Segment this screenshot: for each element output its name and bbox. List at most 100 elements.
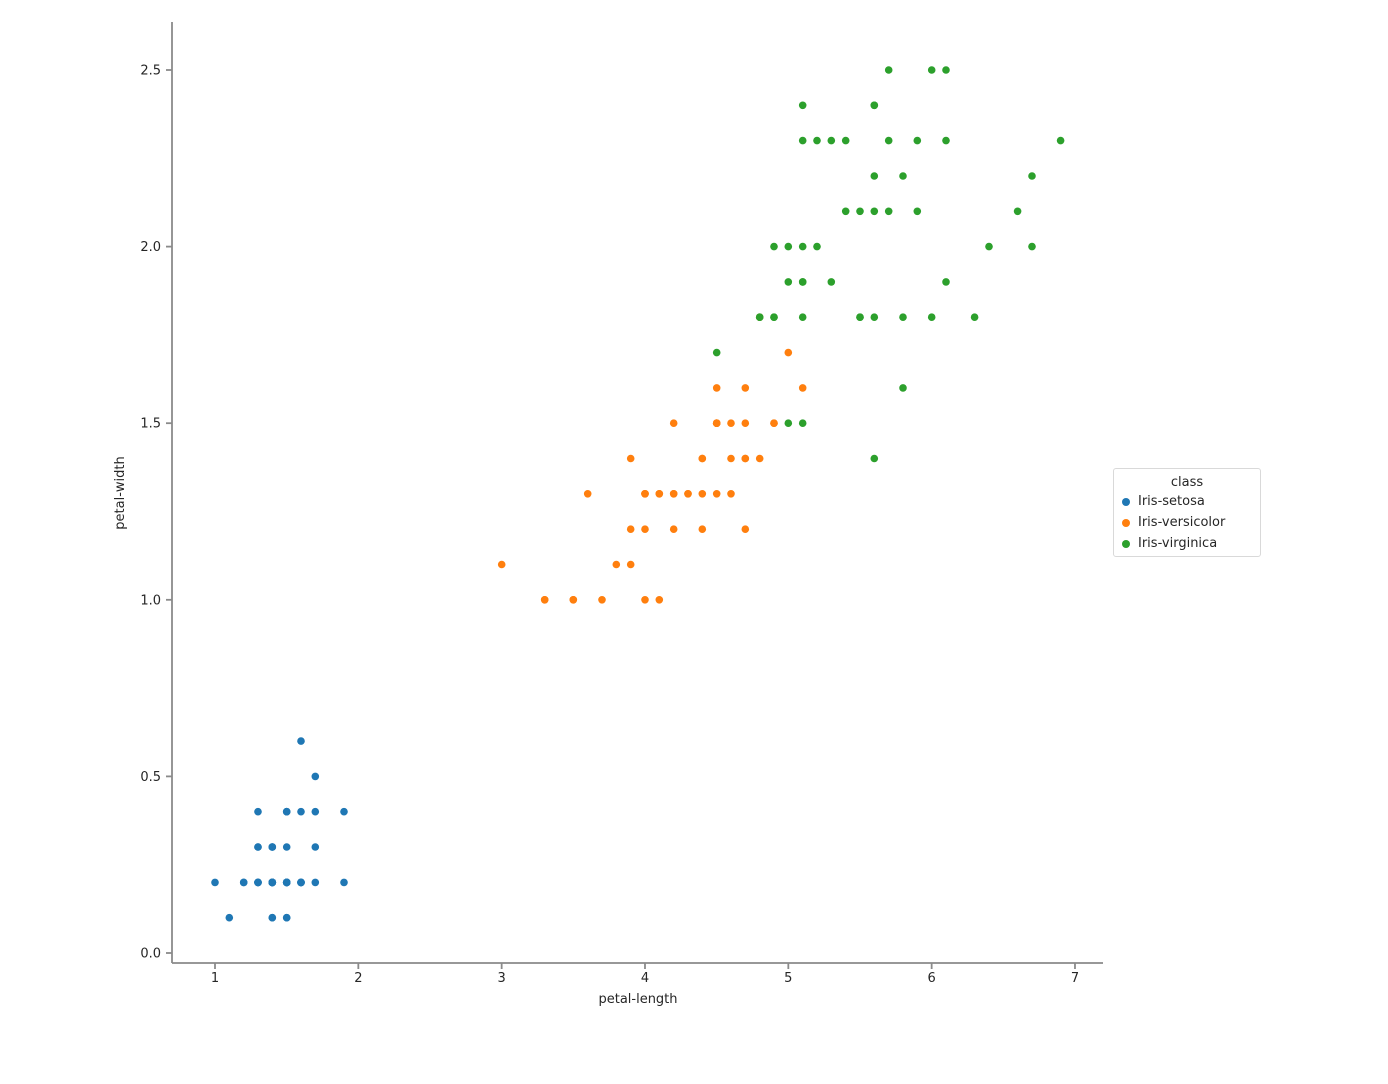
data-point-iris-versicolor [698,454,707,463]
y-tick-label: 1.0 [140,593,161,608]
data-point-iris-versicolor [641,596,649,604]
data-point-iris-virginica [942,66,950,74]
data-point-iris-versicolor [669,525,678,533]
data-point-iris-versicolor [712,490,721,498]
data-point-iris-setosa [311,843,320,851]
data-point-iris-virginica [784,278,793,286]
y-tick-label: 0.0 [140,947,161,962]
x-tick-label: 6 [928,971,936,986]
data-point-iris-virginica [970,313,979,322]
legend-item-iris-setosa: Iris-setosa [1114,491,1260,512]
data-point-iris-setosa [239,878,248,887]
data-point-iris-setosa [311,878,320,887]
y-tick-label: 2.0 [140,240,161,255]
x-tick-label: 5 [784,971,792,986]
data-point-iris-virginica [856,207,864,216]
data-point-iris-virginica [841,207,850,216]
data-point-iris-versicolor [755,454,764,463]
data-point-iris-virginica [899,172,907,180]
data-point-iris-virginica [1028,172,1036,180]
data-point-iris-versicolor [712,419,721,428]
legend-label: Iris-virginica [1138,536,1218,551]
data-point-iris-virginica [813,136,821,145]
data-point-iris-virginica [798,419,807,428]
data-point-iris-versicolor [540,596,549,604]
data-point-iris-setosa [297,878,305,887]
data-point-iris-virginica [1028,242,1036,251]
data-point-iris-versicolor [655,596,664,604]
data-point-iris-versicolor [626,560,635,569]
data-point-iris-virginica [884,66,893,74]
data-point-iris-versicolor [727,490,735,498]
data-point-iris-versicolor [641,525,649,533]
data-point-iris-virginica [712,348,721,357]
data-point-iris-versicolor [497,560,506,569]
data-point-iris-versicolor [655,490,664,498]
y-axis-label: petal-width [113,456,128,529]
data-point-iris-virginica [884,136,893,145]
x-tick-label: 7 [1071,971,1079,986]
iris-versicolor-marker-icon [1122,518,1130,527]
data-point-iris-versicolor [798,384,807,392]
legend-title: class [1170,475,1204,490]
x-tick-label: 2 [354,971,362,986]
data-point-iris-virginica [770,242,778,251]
data-point-iris-virginica [884,207,893,216]
data-point-iris-setosa [254,807,262,816]
data-point-iris-versicolor [669,490,678,498]
data-point-iris-setosa [282,878,291,887]
data-point-iris-versicolor [598,596,606,604]
data-point-iris-virginica [870,172,879,180]
legend-marker-cell [1114,518,1138,527]
data-point-iris-virginica [942,136,950,145]
data-point-iris-setosa [340,807,348,816]
data-point-iris-setosa [225,913,234,922]
data-point-iris-versicolor [569,596,578,604]
data-point-iris-versicolor [626,454,635,463]
data-point-iris-setosa [254,878,262,887]
data-point-iris-setosa [297,807,305,816]
data-point-iris-virginica [755,313,764,322]
data-point-iris-virginica [985,242,993,251]
data-point-iris-setosa [282,913,291,922]
x-tick-label: 1 [211,971,219,986]
data-point-iris-virginica [870,454,879,463]
data-point-iris-setosa [254,843,262,851]
legend-item-iris-virginica: Iris-virginica [1114,533,1260,554]
data-point-iris-virginica [899,313,907,322]
x-axis-label: petal-length [598,992,677,1007]
iris-setosa-marker-icon [1122,497,1130,506]
data-point-iris-virginica [913,136,922,145]
data-point-iris-virginica [798,136,807,145]
data-point-iris-virginica [927,313,936,322]
data-point-iris-virginica [927,66,936,74]
data-point-iris-virginica [827,278,836,286]
data-point-iris-versicolor [727,419,735,428]
data-point-iris-virginica [870,101,879,110]
legend-item-iris-versicolor: Iris-versicolor [1114,512,1260,533]
x-tick-label: 3 [498,971,506,986]
data-point-iris-setosa [311,807,320,816]
data-point-iris-virginica [942,278,950,286]
data-point-iris-versicolor [741,384,750,392]
data-point-iris-virginica [841,136,850,145]
data-point-iris-setosa [268,843,277,851]
data-point-iris-virginica [870,207,879,216]
data-point-iris-versicolor [727,454,735,463]
legend-marker-cell [1114,539,1138,548]
data-point-iris-virginica [784,242,793,251]
data-point-iris-versicolor [612,560,621,569]
data-point-iris-setosa [211,878,219,887]
data-point-iris-virginica [899,384,907,392]
y-tick-label: 1.5 [140,417,161,432]
data-point-iris-setosa [282,843,291,851]
data-point-iris-versicolor [698,525,707,533]
legend-marker-cell [1114,497,1138,506]
data-point-iris-virginica [1056,136,1065,145]
data-point-iris-versicolor [741,454,750,463]
data-point-iris-versicolor [684,490,692,498]
data-point-iris-setosa [340,878,348,887]
iris-virginica-marker-icon [1122,539,1130,548]
data-point-iris-versicolor [741,419,750,428]
